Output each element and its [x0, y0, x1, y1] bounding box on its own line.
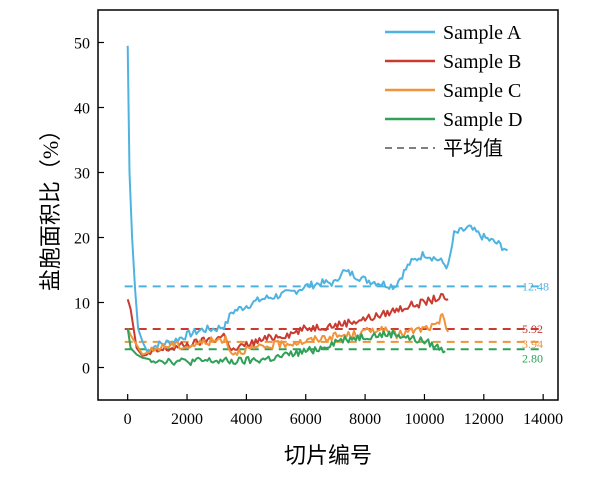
x-axis: 0 2000 4000 6000 8000 10000 12000 14000 — [124, 394, 563, 428]
mean-value-labels: 12.48 5.923.942.80 — [522, 279, 549, 365]
x-tick-label: 0 — [124, 411, 132, 428]
series-line — [126, 293, 449, 357]
x-tick-label: 14000 — [523, 411, 563, 428]
mean-lines — [124, 285, 544, 351]
y-tick-label: 10 — [74, 296, 90, 313]
legend-mean-label: 平均值 — [443, 137, 503, 160]
legend-label: Sample D — [443, 109, 522, 131]
y-axis-label: 盐胞面积比（%） — [38, 119, 63, 291]
mean-value-label: 3.94 — [522, 337, 543, 351]
y-tick-label: 40 — [74, 101, 90, 118]
series-line — [126, 328, 446, 367]
legend-label: Sample B — [443, 51, 521, 73]
x-tick-label: 4000 — [230, 411, 262, 428]
x-tick-label: 6000 — [290, 411, 322, 428]
y-tick-label: 30 — [74, 166, 90, 183]
legend-label: Sample A — [443, 22, 522, 44]
series-line — [126, 45, 509, 354]
x-tick-label: 12000 — [464, 411, 504, 428]
series-line — [126, 313, 450, 356]
mean-value-label: 5.92 — [522, 322, 543, 336]
x-tick-label: 8000 — [349, 411, 381, 428]
x-axis-label: 切片编号 — [284, 443, 372, 468]
x-tick-label: 2000 — [171, 411, 203, 428]
plot-frame — [97, 9, 559, 401]
mean-value-label: 12.48 — [522, 279, 549, 293]
x-tick-label: 10000 — [404, 411, 444, 428]
y-tick-label: 0 — [82, 361, 90, 378]
y-axis: 0 10 20 30 40 50 — [74, 36, 104, 378]
y-tick-label: 50 — [74, 36, 90, 53]
series-lines — [126, 45, 509, 367]
legend-label: Sample C — [443, 80, 521, 102]
y-tick-label: 20 — [74, 231, 90, 248]
legend: Sample A Sample B Sample C Sample D 平均值 — [385, 22, 522, 160]
mean-value-label: 2.80 — [522, 351, 543, 365]
